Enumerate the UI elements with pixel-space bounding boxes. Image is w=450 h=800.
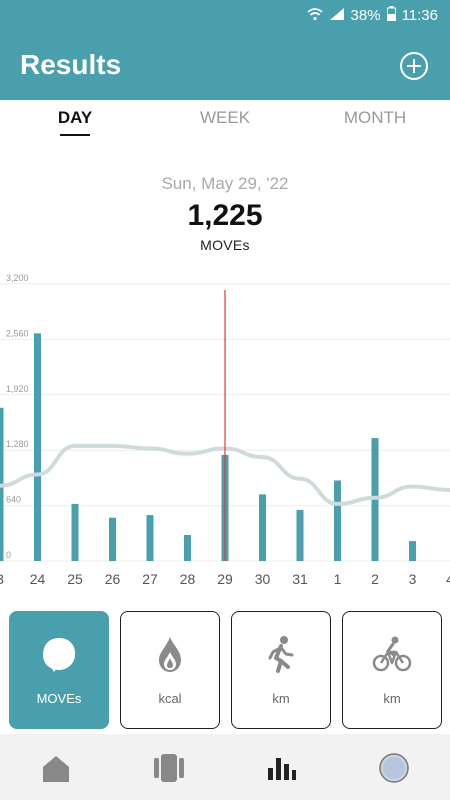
tab-day[interactable]: DAY	[57, 108, 93, 127]
battery-percent: 38%	[350, 7, 381, 24]
x-tick-label: 3	[409, 571, 417, 587]
y-tick-label: 1,920	[6, 384, 29, 394]
y-tick-label: 2,560	[6, 328, 29, 338]
walking-person-icon	[261, 634, 301, 674]
x-tick-label: 30	[255, 571, 271, 587]
metric-selector: MOVEs kcal km	[9, 611, 442, 729]
daily-chart[interactable]: 06401,2801,9202,5603,2003242526272829303…	[0, 273, 450, 594]
device-icon[interactable]	[152, 752, 184, 784]
bottom-nav	[0, 734, 450, 800]
app-bar: Results	[0, 32, 450, 100]
y-tick-label: 0	[6, 550, 11, 560]
metric-card-kcal[interactable]: kcal	[120, 611, 220, 729]
cycling-person-icon	[372, 634, 412, 674]
bar	[146, 515, 154, 561]
bar	[296, 509, 304, 561]
x-tick-label: 24	[30, 571, 46, 587]
bar	[109, 517, 116, 561]
x-tick-label: 2	[371, 571, 379, 587]
flame-icon	[150, 634, 190, 674]
metric-label: kcal	[158, 691, 182, 706]
y-tick-label: 3,200	[6, 274, 29, 283]
bar	[334, 480, 341, 561]
selected-unit: MOVEs	[200, 237, 250, 253]
selected-date: Sun, May 29, '22	[161, 174, 289, 193]
chart-svg[interactable]: 06401,2801,9202,5603,2003242526272829303…	[0, 273, 450, 594]
metric-label: km	[272, 691, 290, 706]
x-tick-label: 1	[334, 571, 342, 587]
add-icon[interactable]	[400, 52, 428, 80]
moves-blob-icon	[39, 634, 79, 674]
bar-chart-icon[interactable]	[268, 752, 300, 784]
x-tick-label: 29	[217, 571, 233, 587]
y-tick-label: 640	[6, 495, 21, 505]
clock: 11:36	[401, 7, 438, 24]
signal-icon	[329, 7, 345, 25]
metric-card-moves[interactable]: MOVEs	[9, 611, 109, 729]
metric-card-cycle-km[interactable]: km	[342, 611, 442, 729]
metric-label: km	[383, 691, 401, 706]
period-tabs: DAY WEEK MONTH	[0, 100, 450, 142]
battery-icon	[386, 6, 396, 25]
status-bar: 38% 11:36	[0, 0, 450, 32]
selected-value: 1,225	[187, 199, 263, 232]
page-title: Results	[20, 49, 122, 80]
x-tick-label: 27	[142, 571, 158, 587]
profile-avatar-icon[interactable]	[378, 752, 410, 784]
bar	[71, 503, 79, 561]
x-tick-label: 28	[180, 571, 196, 587]
bar	[409, 541, 416, 561]
x-tick-label: 26	[105, 571, 121, 587]
metric-card-walk-km[interactable]: km	[231, 611, 331, 729]
home-icon[interactable]	[40, 752, 72, 784]
active-tab-indicator	[60, 134, 90, 136]
bar	[184, 535, 191, 561]
x-tick-label: 31	[292, 571, 308, 587]
bar	[34, 333, 41, 561]
x-tick-label: 3	[0, 571, 4, 587]
wifi-icon	[306, 7, 323, 25]
x-tick-label: 25	[67, 571, 83, 587]
tab-month[interactable]: MONTH	[343, 108, 407, 127]
y-tick-label: 1,280	[6, 439, 29, 449]
metric-label: MOVEs	[36, 691, 82, 706]
bar	[259, 494, 266, 561]
x-tick-label: 4	[446, 571, 450, 587]
status-icons: 38% 11:36	[306, 6, 438, 25]
tab-week[interactable]: WEEK	[199, 108, 251, 127]
